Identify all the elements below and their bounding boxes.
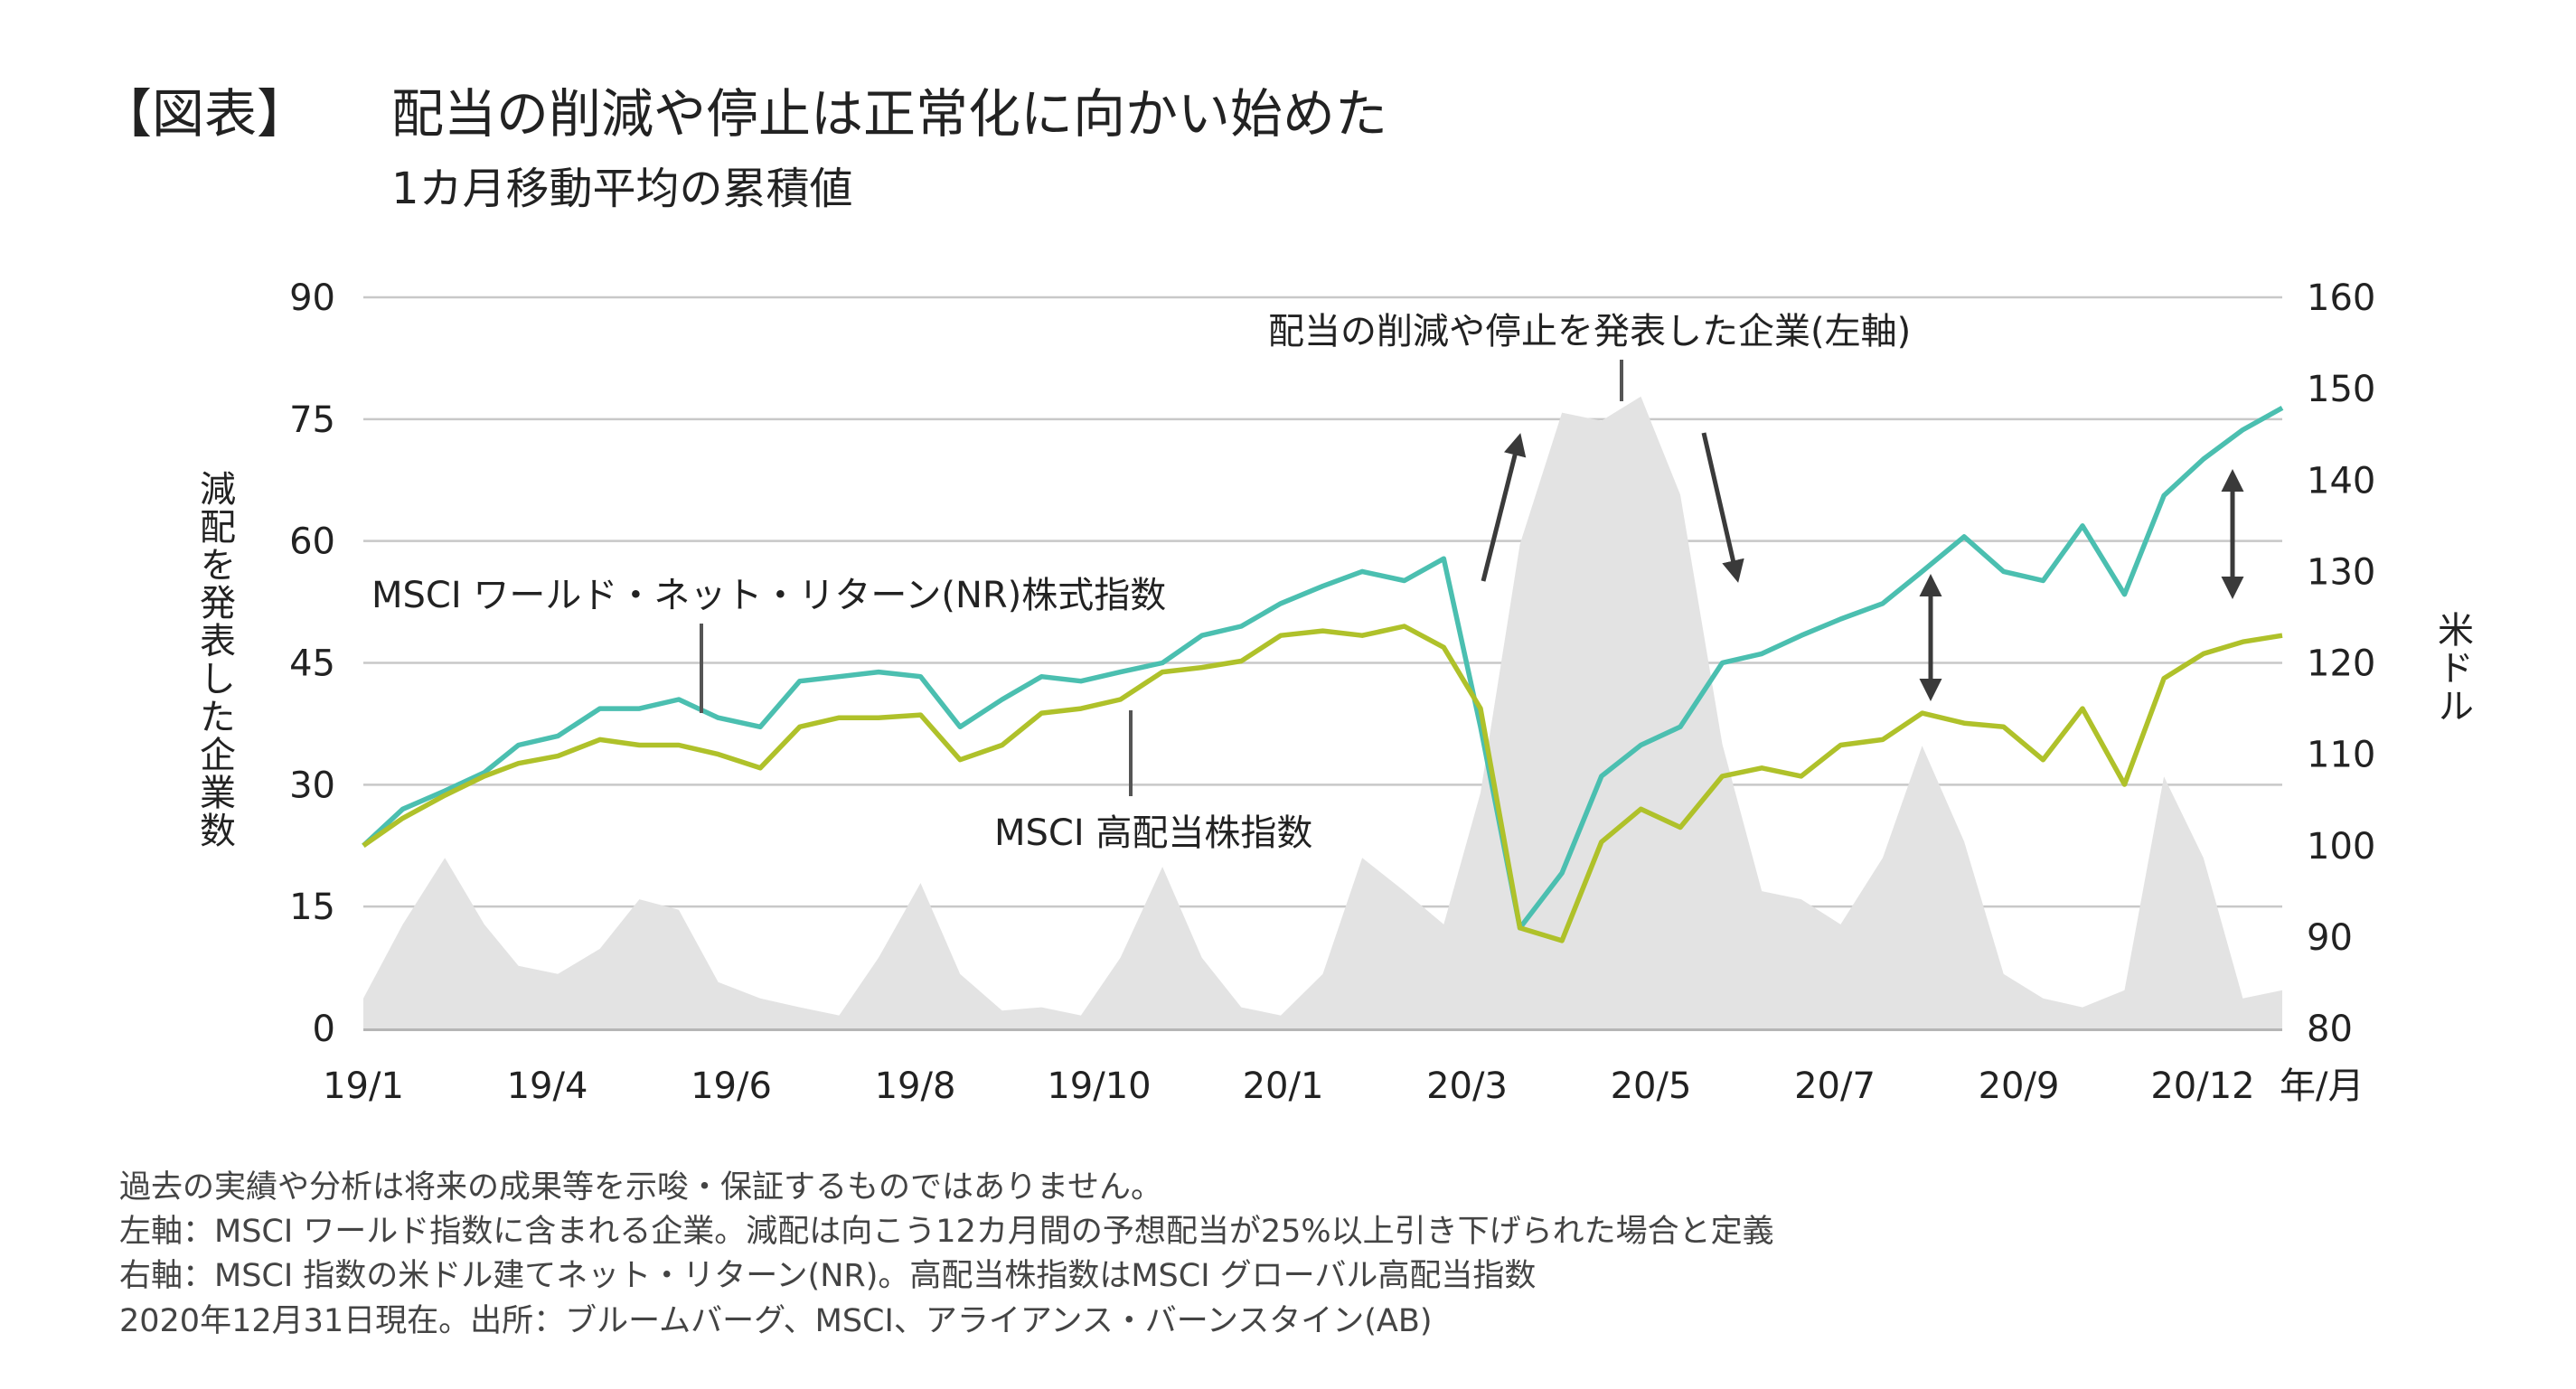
left-tick-label: 0: [313, 1009, 335, 1050]
chart-subtitle: 1カ月移動平均の累積値: [391, 164, 853, 214]
left-axis-label: 減配を発表した企業数: [193, 470, 235, 849]
x-tick-label: 20/9: [1979, 1065, 2060, 1107]
right-tick-label: 160: [2307, 277, 2375, 319]
left-tick-label: 75: [289, 399, 335, 441]
x-axis-ticks: 19/1 19/4 19/6 19/8 19/10 20/1 20/3 20/5 20/7 20/…: [323, 1065, 2255, 1107]
footnote: 右軸：MSCI 指数の米ドル建てネット・リターン(NR)。高配当株指数はMSCI…: [119, 1258, 1536, 1294]
right-tick-label: 110: [2307, 735, 2375, 776]
world-line: [362, 405, 2284, 931]
footnote: 2020年12月31日現在。出所：ブルームバーグ、MSCI、アライアンス・バーン…: [119, 1303, 1433, 1339]
x-tick-label: 20/1: [1243, 1065, 1324, 1107]
x-tick-label: 20/12: [2150, 1065, 2254, 1107]
x-tick-label: 19/4: [507, 1065, 588, 1107]
x-tick-label: 19/8: [875, 1065, 956, 1107]
annotation-cuts: 配当の削減や停止を発表した企業(左軸): [1268, 311, 1911, 352]
footnote: 過去の実績や分析は将来の成果等を示唆・保証するものではありません。: [119, 1169, 1162, 1206]
figure-label: 【図表】: [99, 83, 309, 145]
x-tick-label: 20/7: [1794, 1065, 1876, 1107]
line-layer: [362, 405, 2284, 943]
area-layer: [363, 396, 2282, 1028]
x-tick-label: 20/3: [1426, 1065, 1508, 1107]
annotation-high-dividend: MSCI 高配当株指数: [994, 812, 1312, 854]
left-axis-ticks: 0 15 30 45 60 75 90: [289, 277, 335, 1050]
right-tick-label: 120: [2307, 643, 2375, 685]
chart-title: 配当の削減や停止は正常化に向かい始めた: [391, 83, 1387, 145]
left-tick-label: 15: [289, 887, 335, 928]
dividend-cuts-area: [363, 396, 2282, 1028]
arrow-down: [1701, 432, 1744, 583]
right-tick-label: 100: [2307, 826, 2375, 868]
right-tick-label: 130: [2307, 551, 2375, 593]
left-tick-label: 45: [289, 643, 335, 685]
annotations: [700, 360, 1623, 796]
x-axis-unit: 年/月: [2280, 1065, 2364, 1107]
footnote: 左軸：MSCI ワールド指数に含まれる企業。減配は向こう12カ月間の予想配当が2…: [119, 1214, 1774, 1250]
right-tick-label: 90: [2307, 917, 2353, 959]
x-tick-label: 20/5: [1611, 1065, 1692, 1107]
right-axis-label: 米ドル: [2431, 611, 2473, 725]
right-tick-label: 80: [2307, 1009, 2353, 1050]
left-tick-label: 90: [289, 277, 335, 319]
right-tick-label: 150: [2307, 369, 2375, 410]
arrow-up: [1481, 433, 1527, 582]
footnotes: 過去の実績や分析は将来の成果等を示唆・保証するものではありません。 左軸：MSC…: [119, 1169, 1774, 1339]
x-tick-label: 19/1: [323, 1065, 404, 1107]
right-tick-label: 140: [2307, 460, 2375, 502]
x-tick-label: 19/6: [691, 1065, 772, 1107]
annotation-world: MSCI ワールド・ネット・リターン(NR)株式指数: [371, 575, 1166, 616]
high-dividend-line: [362, 624, 2283, 943]
x-tick-label: 19/10: [1047, 1065, 1151, 1107]
left-tick-label: 60: [289, 521, 335, 563]
right-axis-ticks: 80 90 100 110 120 130 140 150 160: [2307, 277, 2375, 1050]
left-tick-label: 30: [289, 765, 335, 806]
